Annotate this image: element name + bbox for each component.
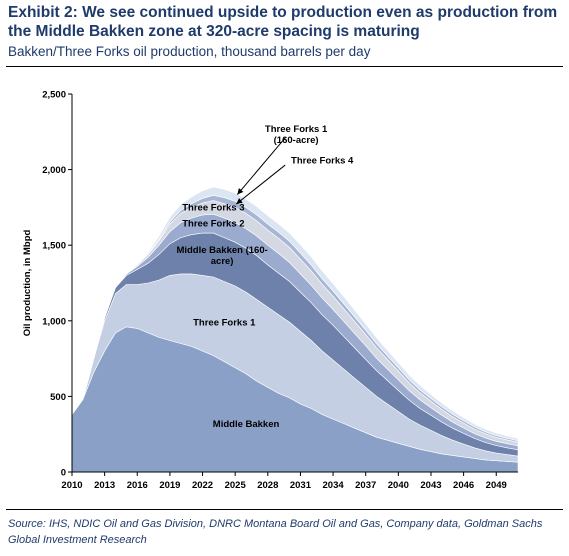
x-tick-label: 2016 (127, 480, 148, 491)
x-tick-label: 2019 (159, 480, 180, 491)
plot-areas (71, 186, 519, 473)
y-tick-label: 1,000 (42, 316, 66, 327)
y-tick-label: 2,500 (42, 90, 66, 101)
y-tick-label: 500 (50, 392, 66, 403)
callout-arrow-three-forks-1-160-acre (236, 137, 286, 195)
y-tick-label: 0 (61, 468, 66, 479)
x-tick-label: 2022 (192, 480, 213, 491)
label-three-forks-1-160-acre: Three Forks 1 (160-acre) (265, 124, 328, 146)
label-three-forks-3: Three Forks 3 (182, 202, 244, 213)
x-tick-label: 2037 (355, 480, 376, 491)
y-axis-label: Oil production, in Mbpd (22, 230, 33, 337)
chart-subtitle: Bakken/Three Forks oil production, thous… (8, 44, 371, 59)
label-middle-bakken-160-acre: Middle Bakken (160-acre) (176, 245, 267, 267)
label-three-forks-1: Three Forks 1 (193, 318, 256, 329)
y-tick-label: 2,000 (42, 165, 66, 176)
axes (68, 93, 518, 476)
source-note: Source: IHS, NDIC Oil and Gas Division, … (8, 518, 543, 546)
x-tick-label: 2046 (453, 480, 474, 491)
callout-arrow-three-forks-4 (235, 164, 286, 205)
area-three-forks-1-160-acre (71, 186, 519, 442)
top-rule (6, 66, 563, 67)
y-tick-label: 1,500 (42, 241, 66, 252)
x-tick-label: 2010 (61, 480, 82, 491)
x-tick-label: 2040 (388, 480, 409, 491)
x-tick-label: 2031 (290, 480, 312, 491)
label-three-forks-2: Three Forks 2 (182, 219, 244, 230)
x-tick-label: 2043 (420, 480, 441, 491)
label-three-forks-4: Three Forks 4 (291, 156, 354, 167)
tick-labels: 0 500 1,000 1,500 2,000 2,500 2010 2013 2016 2019… (42, 90, 507, 492)
chart-title: Exhibit 2: We see continued upside to pr… (8, 4, 558, 40)
x-tick-label: 2028 (257, 480, 278, 491)
series-labels: Middle Bakken Three Forks 1 Middle Bakken … (176, 124, 354, 430)
bottom-rule (6, 509, 563, 510)
x-tick-label: 2034 (323, 480, 345, 491)
label-middle-bakken: Middle Bakken (213, 419, 280, 430)
x-tick-label: 2013 (94, 480, 115, 491)
x-tick-label: 2049 (486, 480, 507, 491)
x-tick-label: 2025 (225, 480, 247, 491)
